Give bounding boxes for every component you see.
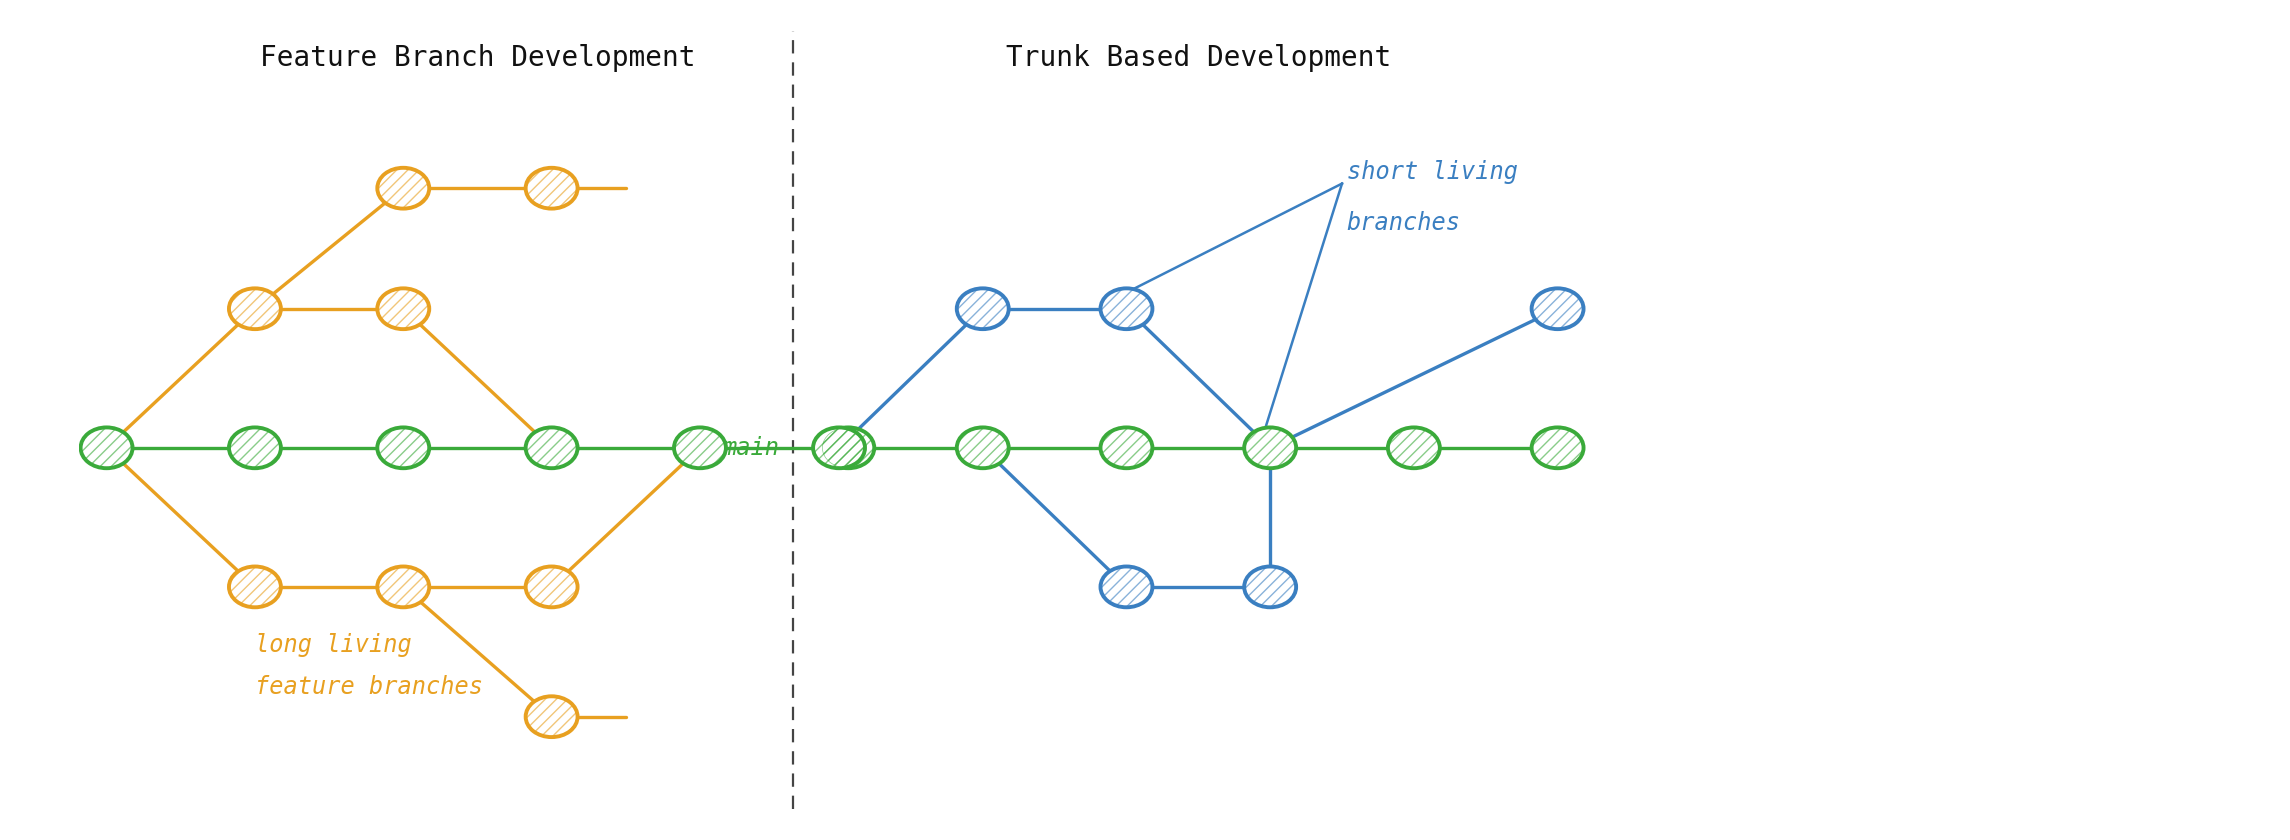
Ellipse shape xyxy=(527,566,577,607)
Ellipse shape xyxy=(1101,566,1152,607)
Text: feature branches: feature branches xyxy=(254,675,483,699)
Text: long living: long living xyxy=(254,633,412,657)
Ellipse shape xyxy=(957,428,1008,468)
Ellipse shape xyxy=(527,428,577,468)
Ellipse shape xyxy=(527,696,577,737)
Ellipse shape xyxy=(1532,428,1585,468)
Ellipse shape xyxy=(378,566,428,607)
Ellipse shape xyxy=(378,428,428,468)
Ellipse shape xyxy=(378,168,428,208)
Ellipse shape xyxy=(813,428,866,468)
Ellipse shape xyxy=(957,288,1008,329)
Text: Trunk Based Development: Trunk Based Development xyxy=(1005,45,1390,72)
Ellipse shape xyxy=(1532,288,1585,329)
Ellipse shape xyxy=(673,428,726,468)
Ellipse shape xyxy=(1388,428,1440,468)
Ellipse shape xyxy=(229,428,282,468)
Ellipse shape xyxy=(80,428,133,468)
Ellipse shape xyxy=(1243,566,1296,607)
Text: Feature Branch Development: Feature Branch Development xyxy=(259,45,696,72)
Ellipse shape xyxy=(1101,288,1152,329)
Text: branches: branches xyxy=(1347,212,1461,235)
Ellipse shape xyxy=(822,428,875,468)
Text: short living: short living xyxy=(1347,160,1518,185)
Ellipse shape xyxy=(229,566,282,607)
Ellipse shape xyxy=(229,288,282,329)
Text: main: main xyxy=(721,436,779,459)
Ellipse shape xyxy=(1101,428,1152,468)
Ellipse shape xyxy=(378,288,428,329)
Ellipse shape xyxy=(527,168,577,208)
Ellipse shape xyxy=(1243,428,1296,468)
